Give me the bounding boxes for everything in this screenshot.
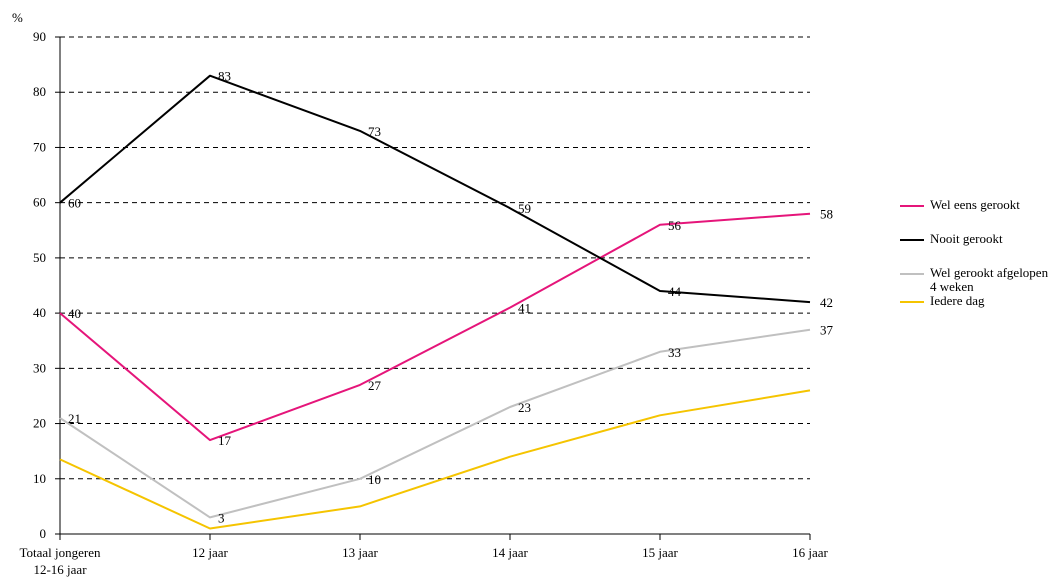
y-tick-label: 0 (40, 526, 47, 541)
legend-label-wel-eens-gerookt: Wel eens gerookt (930, 197, 1020, 212)
gridlines (60, 36, 810, 480)
series-lines (59, 74, 811, 530)
data-label: 21 (68, 411, 81, 426)
y-tick-label: 20 (33, 416, 46, 431)
x-tick-label: 12 jaar (192, 545, 228, 560)
data-label: 40 (68, 306, 81, 321)
legend-item-iedere-dag: Iedere dag (900, 294, 1050, 308)
legend-label-wel-gerookt-4-weken: Wel gerookt afgelopen 4 weken (930, 265, 1049, 294)
data-label: 73 (368, 124, 381, 139)
data-label: 59 (518, 201, 531, 216)
data-label: 27 (368, 378, 382, 393)
legend: Wel eens gerookt Nooit gerookt Wel geroo… (900, 198, 1050, 308)
y-tick-label: 10 (33, 471, 46, 486)
x-tick-label: 13 jaar (342, 545, 378, 560)
y-axis-unit-label: % (12, 10, 23, 25)
y-tick-label: 50 (33, 250, 46, 265)
data-label: 41 (518, 301, 531, 316)
data-label: 10 (368, 472, 381, 487)
legend-swatch-wel-gerookt-4-weken (900, 273, 924, 275)
x-tick-label: 16 jaar (792, 545, 828, 560)
data-label: 33 (668, 345, 681, 360)
axes: 0 10 20 30 40 50 60 70 80 90 Totaal jongeren 12-16 … (19, 29, 828, 577)
series-line-0 (59, 212, 811, 442)
legend-label-nooit-gerookt: Nooit gerookt (930, 231, 1003, 246)
legend-swatch-iedere-dag (900, 301, 924, 303)
data-label: 56 (668, 218, 682, 233)
x-tick-label: 15 jaar (642, 545, 678, 560)
y-tick-label: 80 (33, 84, 46, 99)
data-label: 83 (218, 69, 231, 84)
data-labels: 40 17 27 41 56 58 60 83 73 59 44 42 21 3 10 23 33 37 (68, 69, 834, 526)
data-label: 42 (820, 295, 833, 310)
data-label: 58 (820, 207, 833, 222)
y-tick-label: 30 (33, 360, 46, 375)
data-label: 17 (218, 433, 232, 448)
series-line-1 (59, 74, 811, 304)
series-line-2 (59, 328, 811, 519)
data-label: 3 (218, 510, 225, 525)
y-tick-label: 40 (33, 305, 46, 320)
data-label: 44 (668, 284, 682, 299)
y-tick-label: 60 (33, 195, 46, 210)
legend-swatch-wel-eens-gerookt (900, 205, 924, 207)
series-line-3 (59, 389, 811, 530)
y-tick-label: 70 (33, 139, 46, 154)
y-tick-label: 90 (33, 29, 46, 44)
legend-item-nooit-gerookt: Nooit gerookt (900, 232, 1050, 246)
x-tick-label: Totaal jongeren (19, 545, 101, 560)
legend-label-iedere-dag: Iedere dag (930, 293, 985, 308)
x-tick-label: 12-16 jaar (33, 562, 87, 577)
legend-item-wel-eens-gerookt: Wel eens gerookt (900, 198, 1050, 212)
data-label: 37 (820, 323, 834, 338)
legend-swatch-nooit-gerookt (900, 239, 924, 241)
data-label: 60 (68, 196, 81, 211)
legend-item-wel-gerookt-4-weken: Wel gerookt afgelopen 4 weken (900, 266, 1050, 294)
data-label: 23 (518, 400, 531, 415)
x-tick-label: 14 jaar (492, 545, 528, 560)
